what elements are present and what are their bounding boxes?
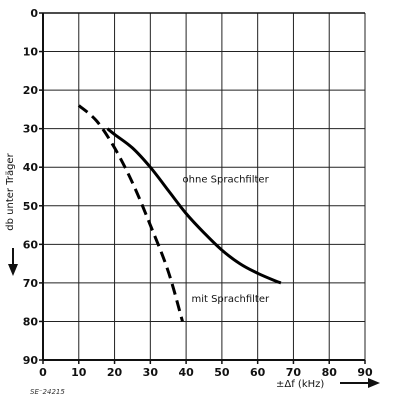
y-tick-label: 40 xyxy=(23,161,39,174)
annotation-ohne-sprachfilter: ohne Sprachfilter xyxy=(183,175,270,186)
y-tick-label: 60 xyxy=(23,238,39,251)
x-axis-arrow xyxy=(340,378,380,388)
x-axis-label: ±Δf (kHz) xyxy=(276,379,324,390)
x-tick-label: 90 xyxy=(357,366,373,379)
x-tick-label: 80 xyxy=(322,366,338,379)
y-tick-label: 50 xyxy=(23,200,39,213)
y-tick-label: 20 xyxy=(23,84,39,97)
x-tick-label: 30 xyxy=(143,366,159,379)
footnote: SE⁻24215 xyxy=(30,388,65,396)
x-tick-label: 70 xyxy=(286,366,302,379)
grid xyxy=(39,12,366,364)
x-tick-labels: 0 10 20 30 40 50 60 70 80 90 xyxy=(39,366,373,379)
y-tick-label: 30 xyxy=(23,123,39,136)
y-tick-label: 70 xyxy=(23,277,39,290)
y-tick-label: 80 xyxy=(23,315,39,328)
x-tick-label: 0 xyxy=(39,366,47,379)
series-lines xyxy=(77,104,282,322)
x-tick-label: 50 xyxy=(214,366,230,379)
x-tick-label: 10 xyxy=(71,366,87,379)
y-axis-arrow xyxy=(8,248,18,276)
y-axis-label: db unter Träger xyxy=(5,152,16,230)
y-tick-label: 10 xyxy=(23,46,39,59)
y-tick-labels: 0 10 20 30 40 50 60 70 80 90 xyxy=(23,7,39,367)
x-tick-label: 20 xyxy=(107,366,123,379)
series-line-ohne-sprachfilter xyxy=(106,127,282,285)
x-tick-label: 40 xyxy=(178,366,194,379)
series-line-mit-sprachfilter xyxy=(77,104,184,322)
y-tick-label: 90 xyxy=(23,354,39,367)
axes xyxy=(42,12,365,361)
x-tick-label: 60 xyxy=(250,366,266,379)
y-tick-label: 0 xyxy=(30,7,38,20)
annotation-mit-sprachfilter: mit Sprachfilter xyxy=(191,294,270,305)
